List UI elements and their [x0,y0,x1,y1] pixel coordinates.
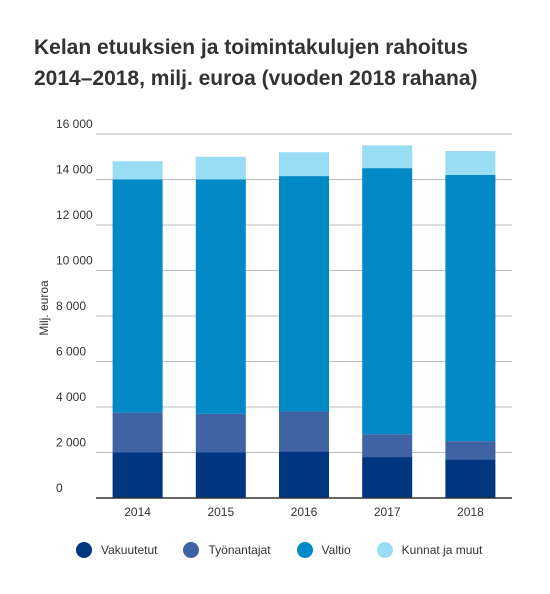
bar-segment [362,457,413,498]
x-tick-label: 2014 [124,505,151,519]
bar-segment [445,459,496,498]
bar-segment [195,413,246,453]
y-tick-label: 14 000 [56,163,93,177]
bar-segment [195,179,246,414]
bar-segment [195,156,246,180]
legend-swatch [183,542,200,558]
legend-item: Kunnat ja muut [376,542,483,558]
y-tick-label: 16 000 [56,117,93,131]
chart-legend: Vakuutetut Työnantajat Valtio Kunnat ja muu… [76,542,508,558]
y-axis-label: Milj. euroa [37,280,51,336]
legend-swatch [76,542,92,558]
legend-item: Vakuutetut [76,542,157,558]
y-tick-label: 2 000 [56,436,86,450]
bar-segment [112,179,163,413]
bar-segment [279,176,329,412]
y-tick-label: 10 000 [56,254,93,268]
y-tick-label: 4 000 [56,390,86,404]
y-tick-label: 8 000 [56,299,86,313]
bar-segment [445,441,496,460]
y-tick-label: 6 000 [56,345,86,359]
x-tick-label: 2016 [291,505,318,519]
legend-label: Valtio [321,543,351,557]
bar-segment [362,168,413,435]
x-tick-label: 2015 [207,505,234,519]
y-tick-label: 12 000 [56,208,93,222]
chart-title: Kelan etuuksien ja toimintakulujen rahoi… [34,32,534,94]
chart-title-line-2: 2014–2018, milj. euroa (vuoden 2018 raha… [34,67,478,90]
legend-label: Vakuutetut [101,543,158,557]
legend-label: Kunnat ja muut [401,543,483,557]
bar-segment [112,412,163,453]
bar-segment [362,145,413,169]
bar-segment [279,411,329,452]
chart-title-line-1: Kelan etuuksien ja toimintakulujen rahoi… [34,36,469,59]
legend-label: Työnantajat [208,543,271,557]
legend-item: Työnantajat [183,542,271,558]
x-tick-label: 2018 [457,505,484,519]
bar-segment [362,434,413,458]
legend-item: Valtio [296,542,351,558]
bar-segment [445,174,496,442]
bar-segment [195,452,246,498]
bar-segment [445,151,496,175]
y-tick-label: 0 [56,481,63,495]
bar-segment [279,451,329,498]
bar-segment [279,152,329,177]
bar-segment [112,161,163,180]
bar-segment [112,452,163,498]
legend-swatch [296,542,313,558]
x-tick-label: 2017 [374,505,401,519]
legend-swatch [376,542,393,558]
